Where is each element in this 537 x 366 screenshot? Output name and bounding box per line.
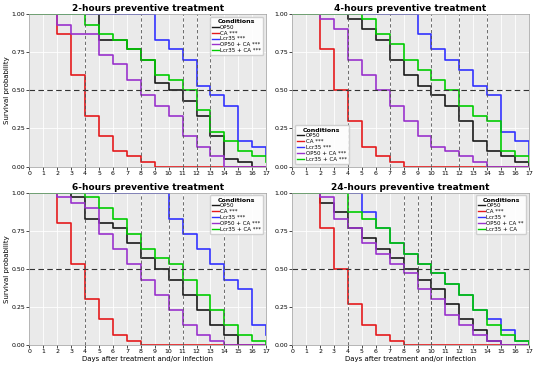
- Legend: OP50, CA ***, Lcr35 ***, OP50 + CA ***, Lcr35 + CA ***: OP50, CA ***, Lcr35 ***, OP50 + CA ***, …: [209, 195, 263, 234]
- Y-axis label: Survival probability: Survival probability: [4, 56, 10, 124]
- Title: 4-hours preventive treatment: 4-hours preventive treatment: [335, 4, 487, 13]
- Legend: OP50, CA ***, Lcr35 ***, OP50 + CA ***, Lcr35 + CA ***: OP50, CA ***, Lcr35 ***, OP50 + CA ***, …: [295, 125, 349, 164]
- Legend: OP50, CA ***, Lcr35 *, OP50 + CA **, Lcr35 + CA: OP50, CA ***, Lcr35 *, OP50 + CA **, Lcr…: [476, 195, 526, 234]
- X-axis label: Days after treatment and/or infection: Days after treatment and/or infection: [82, 356, 213, 362]
- X-axis label: Days after treatment and/or infection: Days after treatment and/or infection: [345, 356, 476, 362]
- Title: 2-hours preventive treatment: 2-hours preventive treatment: [72, 4, 224, 13]
- Legend: OP50, CA ***, Lcr35 ***, OP50 + CA ***, Lcr35 + CA ***: OP50, CA ***, Lcr35 ***, OP50 + CA ***, …: [209, 17, 263, 55]
- Title: 6-hours preventive treatment: 6-hours preventive treatment: [72, 183, 224, 192]
- Title: 24-hours preventive treatment: 24-hours preventive treatment: [331, 183, 490, 192]
- Y-axis label: Survival probability: Survival probability: [4, 235, 10, 303]
